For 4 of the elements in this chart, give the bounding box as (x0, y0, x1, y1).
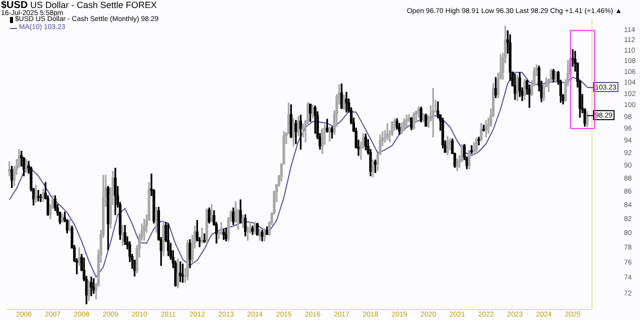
candlestick (121, 224, 124, 246)
candlestick (200, 228, 204, 244)
candlestick (345, 92, 348, 112)
chart-title: $USD US Dollar - Cash Settle FOREX (1, 0, 157, 11)
